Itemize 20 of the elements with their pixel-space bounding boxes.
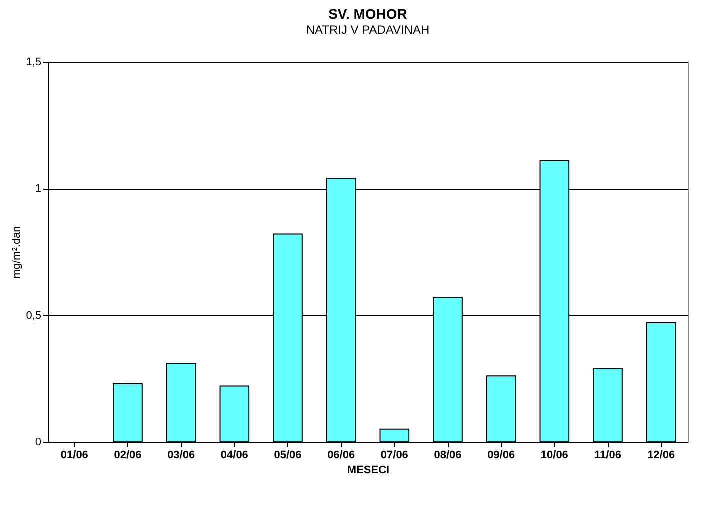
y-tick-label: 1,5 (26, 56, 42, 68)
y-tick-label: 0,5 (26, 310, 42, 322)
chart-title: SV. MOHOR (328, 6, 408, 22)
x-tick-label: 12/06 (648, 450, 676, 462)
x-tick-label: 08/06 (434, 450, 462, 462)
x-tick-label: 07/06 (380, 450, 408, 462)
x-axis-title: MESECI (347, 464, 390, 476)
x-tick-label: 03/06 (168, 450, 196, 462)
x-tick-label: 11/06 (594, 450, 622, 462)
x-tick-label: 04/06 (220, 450, 248, 462)
x-tick-label: 05/06 (274, 450, 302, 462)
x-tick-label: 01/06 (60, 450, 88, 462)
y-axis-title: mg/m².dan (11, 226, 24, 279)
x-tick-label: 02/06 (114, 450, 142, 462)
x-tick-label: 06/06 (328, 450, 356, 462)
x-tick-label: 10/06 (540, 450, 568, 462)
y-tick-label: 1 (35, 183, 42, 196)
x-tick-label: 09/06 (488, 450, 516, 462)
chart-subtitle: NATRIJ V PADAVINAH (306, 23, 430, 37)
y-tick-label: 0 (35, 436, 42, 448)
